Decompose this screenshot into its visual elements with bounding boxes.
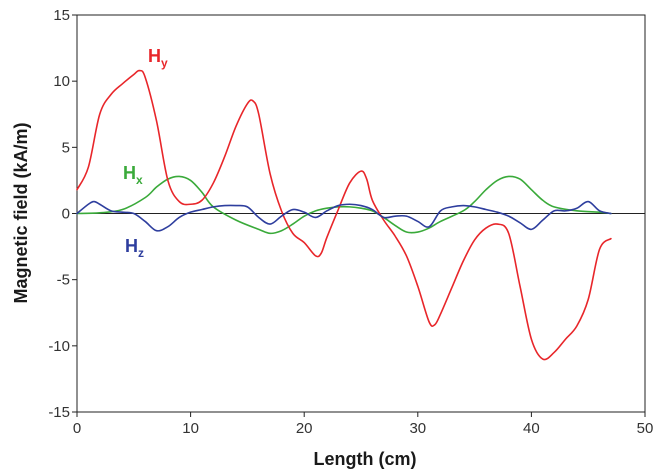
y-tick-label: 10 <box>53 73 70 90</box>
series-line-hx <box>76 175 612 235</box>
series-line-hz <box>76 200 612 232</box>
series-label-hx: Hx <box>123 163 143 187</box>
series-layer <box>76 69 612 361</box>
y-tick-label: -5 <box>57 272 70 289</box>
series-labels: Hy Hx Hz <box>123 46 168 260</box>
y-tick-label: 0 <box>62 206 70 223</box>
x-tick-label: 10 <box>182 420 199 437</box>
y-tick-label: -10 <box>48 338 70 355</box>
y-tick-label: -15 <box>48 404 70 421</box>
x-tick-label: 50 <box>637 420 654 437</box>
y-tick-label: 5 <box>62 139 70 156</box>
series-line-hy <box>76 69 612 361</box>
y-tick-label: 15 <box>53 7 70 24</box>
x-tick-label: 0 <box>73 420 81 437</box>
series-label-hy: Hy <box>148 46 168 70</box>
x-tick-label: 20 <box>296 420 313 437</box>
x-tick-label: 30 <box>409 420 426 437</box>
y-axis-title: Magnetic field (kA/m) <box>11 122 31 303</box>
x-tick-label: 40 <box>523 420 540 437</box>
series-label-hz: Hz <box>125 236 144 260</box>
x-axis-title: Length (cm) <box>314 449 417 469</box>
